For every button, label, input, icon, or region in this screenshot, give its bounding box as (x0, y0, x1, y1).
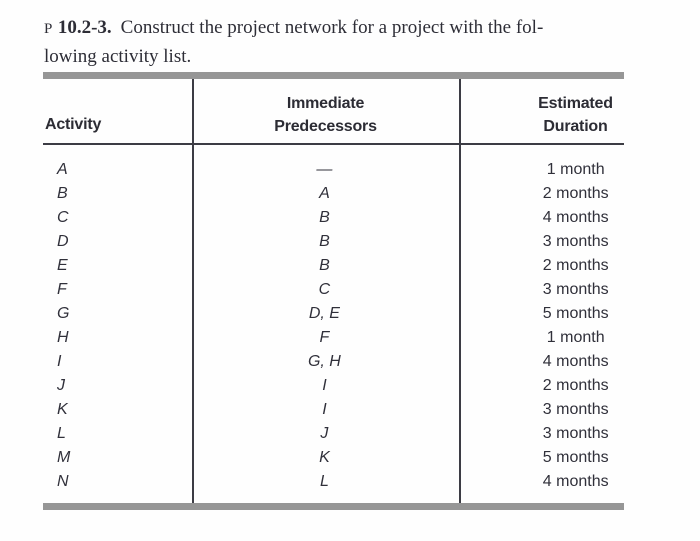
predecessor-cell: B (319, 233, 330, 250)
table-bottom-bar (43, 503, 624, 510)
duration-cell: 2 months (542, 257, 609, 274)
table-row: D B 3 months (43, 230, 624, 254)
predecessor-cell: A (319, 185, 330, 202)
table-row: I G, H 4 months (43, 350, 624, 374)
predecessor-cell: G, H (307, 353, 341, 370)
table-row: C B 4 months (43, 206, 624, 230)
duration-cell: 3 months (542, 281, 609, 298)
duration-cell: 4 months (542, 209, 609, 226)
activity-cell: H (57, 329, 69, 346)
activity-cell: F (57, 281, 67, 298)
activity-cell: L (57, 425, 66, 442)
duration-cell: 3 months (542, 233, 609, 250)
table-row: L J 3 months (43, 422, 624, 446)
duration-cell: 1 month (546, 161, 605, 178)
duration-cell: 5 months (542, 305, 609, 322)
table-row: M K 5 months (43, 446, 624, 470)
predecessor-cell: D, E (308, 305, 340, 322)
table-top-bar (43, 72, 624, 79)
activity-cell: A (57, 161, 68, 178)
header-rule (43, 143, 624, 145)
table-row: A — 1 month (43, 158, 624, 182)
activity-table: Activity Immediate Predecessors Estimate… (43, 72, 624, 510)
predecessor-cell: F (319, 329, 330, 346)
column-divider-2 (459, 79, 461, 503)
table-row: N L 4 months (43, 470, 624, 494)
column-header-activity: Activity (45, 116, 102, 133)
header-predecessors-line1: Immediate (286, 95, 365, 112)
duration-cell: 5 months (542, 449, 609, 466)
activity-cell: B (57, 185, 68, 202)
predecessor-cell: — (316, 161, 333, 178)
duration-cell: 2 months (542, 377, 609, 394)
predecessor-cell: C (318, 281, 331, 298)
header-duration-line2: Duration (543, 118, 608, 135)
duration-cell: 3 months (542, 401, 609, 418)
table-row: J I 2 months (43, 374, 624, 398)
problem-line-1: P 10.2-3. Construct the project network fo… (44, 14, 644, 43)
predecessor-cell: K (319, 449, 330, 466)
activity-cell: K (57, 401, 68, 418)
problem-number: 10.2-3. (57, 17, 112, 38)
activity-cell: M (57, 449, 71, 466)
duration-cell: 2 months (542, 185, 609, 202)
activity-cell: I (57, 353, 62, 370)
table-rows: A — 1 month B A 2 months C B 4 months D … (43, 158, 624, 494)
duration-cell: 3 months (542, 425, 609, 442)
table-row: H F 1 month (43, 326, 624, 350)
problem-text-1: Construct the project network for a proj… (120, 17, 544, 38)
activity-cell: E (57, 257, 68, 274)
predecessor-cell: L (319, 473, 329, 490)
table-row: E B 2 months (43, 254, 624, 278)
activity-cell: G (57, 305, 70, 322)
duration-cell: 4 months (542, 353, 609, 370)
predecessor-cell: B (319, 257, 330, 274)
predecessor-cell: I (322, 401, 327, 418)
column-divider-1 (192, 79, 194, 503)
predecessor-cell: B (319, 209, 330, 226)
header-predecessors-line2: Predecessors (274, 118, 377, 135)
problem-statement: P 10.2-3. Construct the project network fo… (44, 14, 644, 70)
table-row: K I 3 months (43, 398, 624, 422)
table-row: F C 3 months (43, 278, 624, 302)
activity-cell: N (57, 473, 69, 490)
header-duration-line1: Estimated (538, 95, 613, 112)
column-header-duration: Estimated Duration (492, 92, 659, 138)
duration-cell: 4 months (542, 473, 609, 490)
problem-text-2: lowing activity list. (44, 46, 192, 67)
activity-cell: J (57, 377, 65, 394)
predecessor-cell: I (322, 377, 327, 394)
table-row: B A 2 months (43, 182, 624, 206)
duration-cell: 1 month (546, 329, 605, 346)
activity-cell: D (57, 233, 69, 250)
table-body: Activity Immediate Predecessors Estimate… (43, 79, 624, 503)
column-header-predecessors: Immediate Predecessors (192, 92, 459, 138)
predecessor-cell: J (320, 425, 329, 442)
table-row: G D, E 5 months (43, 302, 624, 326)
activity-cell: C (57, 209, 69, 226)
problem-label: P (44, 21, 53, 37)
